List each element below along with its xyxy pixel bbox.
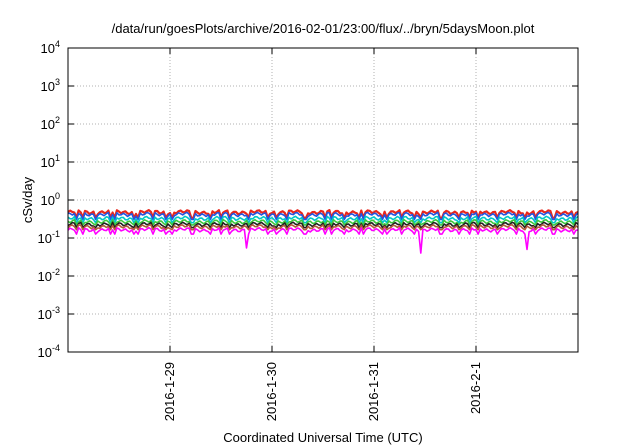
x-tick-label: 2016-1-29	[162, 362, 177, 421]
x-axis-ticks: 2016-1-29 2016-1-30 2016-1-31 2016-2-1	[162, 48, 483, 421]
y-tick-label: 10-2	[38, 267, 60, 284]
y-tick-label: 10-1	[38, 229, 60, 246]
chart-title: /data/run/goesPlots/archive/2016-02-01/2…	[112, 21, 535, 36]
series-line	[67, 218, 579, 226]
y-tick-label: 103	[41, 77, 60, 94]
y-tick-label: 104	[41, 39, 60, 56]
x-tick-label: 2016-1-30	[264, 362, 279, 421]
series-line	[67, 226, 579, 254]
y-tick-label: 10-4	[38, 343, 60, 360]
series-line	[67, 223, 579, 231]
y-tick-label: 102	[41, 115, 60, 132]
x-tick-label: 2016-1-31	[366, 362, 381, 421]
grid-layer	[68, 48, 578, 352]
series-layer	[67, 209, 579, 254]
series-line	[67, 221, 579, 229]
y-tick-label: 100	[41, 191, 60, 208]
y-tick-label: 10-3	[38, 305, 60, 322]
x-tick-label: 2016-2-1	[468, 362, 483, 414]
series-line	[67, 215, 579, 224]
y-axis-label: cSv/day	[20, 176, 35, 223]
series-line	[67, 211, 579, 221]
x-axis-label: Coordinated Universal Time (UTC)	[223, 430, 422, 445]
y-tick-label: 101	[41, 153, 60, 170]
y-axis-ticks: 10-4 10-3 10-2 10-1 100 101 102 103 104	[38, 39, 578, 360]
